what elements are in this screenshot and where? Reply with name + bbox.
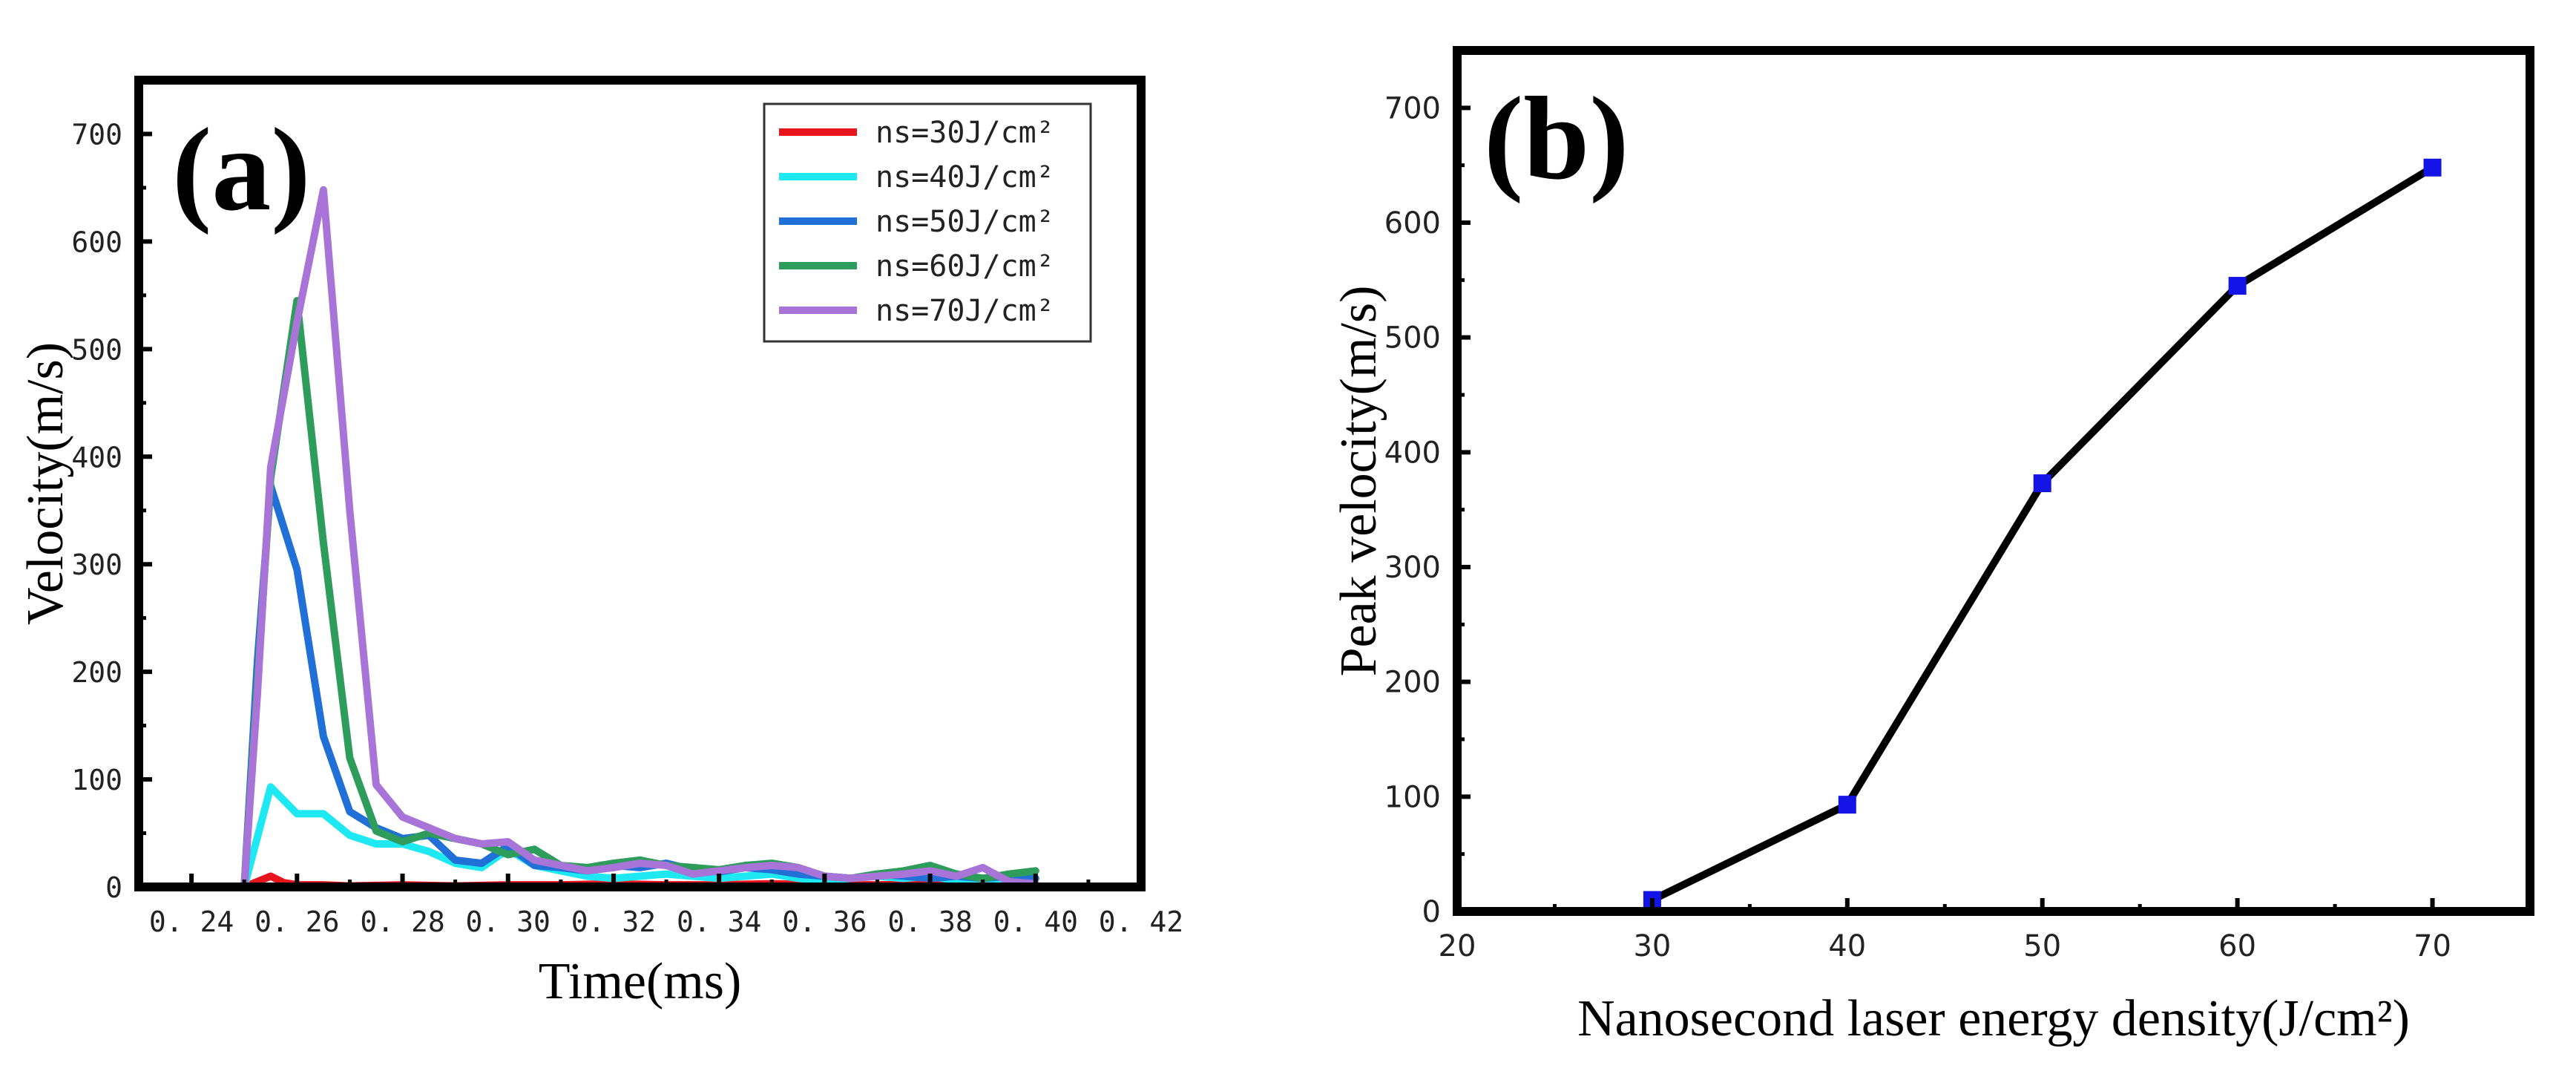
y-tick-label: 100 — [1384, 780, 1441, 814]
panel-a-label: (a) — [172, 103, 311, 235]
x-tick-label: 0. 42 — [1099, 906, 1183, 938]
y-tick-label: 0 — [1422, 895, 1441, 929]
x-tick-label: 0. 36 — [782, 906, 867, 938]
data-point-marker — [1838, 796, 1856, 814]
panel-a-chart: 0. 24 0. 26 0. 28 0. 30 0. 32 0. 34 0. 36 0. 38… — [17, 76, 1183, 1010]
y-tick-label: 200 — [1384, 666, 1441, 700]
y-tick-label: 600 — [1384, 206, 1441, 240]
x-tick-label: 0. 28 — [360, 906, 444, 938]
y-tick-label: 700 — [71, 118, 122, 151]
x-tick-label: 0. 40 — [993, 906, 1078, 938]
x-tick-label: 0. 24 — [149, 906, 234, 938]
x-tick-label: 50 — [2023, 929, 2061, 963]
y-tick-label: 700 — [1384, 91, 1441, 125]
x-tick-label: 0. 30 — [466, 906, 551, 938]
y-tick-label: 300 — [1384, 551, 1441, 585]
x-tick-label: 0. 34 — [677, 906, 761, 938]
y-tick-label: 600 — [71, 226, 122, 258]
x-tick-label: 30 — [1633, 929, 1671, 963]
panel-a-y-axis-label: Velocity(m/s) — [17, 342, 74, 625]
x-tick-label: 70 — [2414, 929, 2451, 963]
x-tick-label: 0. 32 — [571, 906, 656, 938]
y-tick-label: 500 — [71, 333, 122, 366]
legend-label: ns=50J/cm² — [875, 205, 1054, 239]
panel-b-x-axis-label: Nanosecond laser energy density(J/cm²) — [1577, 990, 2410, 1047]
x-tick-label: 40 — [1828, 929, 1866, 963]
x-tick-label: 0. 38 — [887, 906, 972, 938]
legend-label: ns=40J/cm² — [875, 160, 1054, 194]
panel-b-label: (b) — [1484, 72, 1629, 204]
y-tick-label: 400 — [1384, 436, 1441, 470]
y-tick-label: 300 — [71, 549, 122, 581]
y-tick-label: 200 — [71, 656, 122, 689]
panel-b-frame — [1453, 46, 2534, 916]
panel-a-legend: ns=30J/cm² ns=40J/cm² ns=50J/cm² ns=60J/cm²… — [763, 102, 1092, 343]
y-tick-label: 100 — [71, 764, 122, 796]
legend-label: ns=30J/cm² — [875, 116, 1054, 150]
y-tick-label: 400 — [71, 441, 122, 474]
legend-label: ns=70J/cm² — [875, 294, 1054, 328]
data-point-marker — [2033, 474, 2051, 493]
panel-b-series-group — [1643, 158, 2442, 909]
x-tick-label: 60 — [2218, 929, 2256, 963]
x-tick-label: 20 — [1439, 929, 1476, 963]
panel-a-x-axis-label: Time(ms) — [539, 953, 742, 1010]
legend-label: ns=60J/cm² — [875, 249, 1054, 284]
series-line-5 — [240, 186, 1039, 891]
series-line-3 — [240, 482, 1039, 891]
y-tick-label: 500 — [1384, 321, 1441, 356]
panel-b-y-axis-label: Peak velocity(m/s) — [1330, 286, 1387, 677]
peak-velocity-line — [1650, 164, 2435, 903]
data-point-marker — [2423, 158, 2442, 177]
x-tick-label: 0. 26 — [254, 906, 339, 938]
data-point-marker — [2228, 277, 2247, 295]
panel-a-frame — [134, 76, 1146, 891]
series-line-4 — [240, 297, 1039, 891]
y-tick-label: 0 — [105, 871, 122, 904]
